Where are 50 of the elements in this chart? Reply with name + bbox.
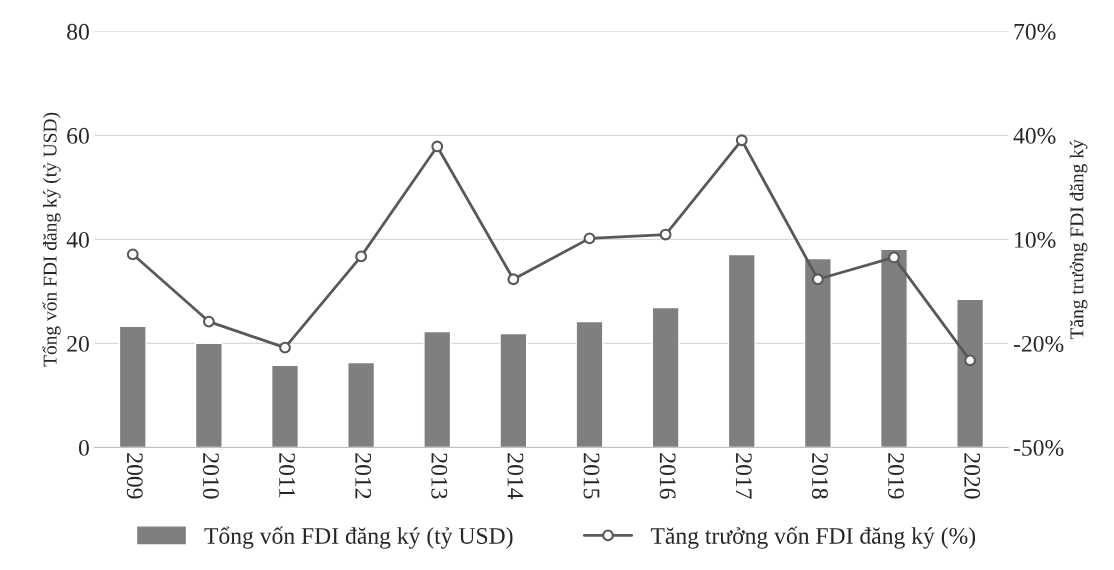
- point: [659, 228, 672, 241]
- point: [355, 250, 368, 263]
- y-tick-label: 20: [67, 335, 89, 352]
- x-tick-label: 2009: [126, 453, 143, 499]
- y2-tick-label: 70%: [1014, 23, 1056, 40]
- bar: [575, 320, 604, 448]
- x-tick-label: 2018: [811, 453, 828, 499]
- bar: [423, 330, 452, 448]
- y2-tick-label: 10%: [1015, 231, 1056, 248]
- y-tick-label: 0: [78, 439, 89, 456]
- bar: [499, 332, 528, 448]
- x-tick-label: 2016: [659, 453, 676, 499]
- y-tick-label: 80: [67, 23, 89, 40]
- point: [126, 248, 139, 261]
- point: [431, 140, 444, 153]
- x-tick-label: 2019: [888, 453, 905, 499]
- x-tick-label: 2010: [202, 453, 219, 499]
- x-tick-label: 2011: [279, 453, 296, 498]
- x-tick-label: 2013: [431, 453, 448, 499]
- bar: [118, 325, 147, 448]
- bar: [194, 342, 223, 448]
- bar: [347, 361, 376, 448]
- bar: [651, 306, 680, 448]
- point: [583, 232, 596, 245]
- y-axis-title: Tổng vốn FDI đăng ký (tỷ USD): [42, 112, 61, 367]
- point: [964, 354, 977, 367]
- point: [811, 273, 824, 286]
- y2-tick-label: 40%: [1013, 127, 1056, 144]
- x-tick-label: 2017: [735, 453, 752, 499]
- point: [202, 315, 215, 328]
- y2-tick-label: -50%: [1013, 439, 1064, 456]
- y-tick-label: 40: [66, 231, 89, 248]
- legend-label: Tổng vốn FDI đăng ký (tỷ USD): [204, 526, 513, 549]
- y2-axis-title: Tăng trưởng FDI đăng ký: [1069, 139, 1088, 340]
- bar: [270, 364, 300, 448]
- x-tick-label: 2014: [507, 453, 524, 500]
- bar: [803, 257, 832, 448]
- point: [888, 251, 900, 264]
- point: [507, 273, 520, 286]
- bar: [727, 253, 756, 448]
- y-tick-label: 60: [67, 127, 89, 144]
- x-tick-label: 2020: [964, 453, 981, 499]
- bar: [956, 298, 985, 448]
- legend-label: Tăng trưởng vốn FDI đăng ký (%): [650, 526, 976, 549]
- point: [279, 341, 291, 354]
- bar: [879, 248, 909, 448]
- x-tick-label: 2012: [355, 453, 372, 499]
- point: [735, 134, 748, 147]
- x-tick-label: 2015: [583, 453, 600, 499]
- y2-tick-label: -20%: [1013, 335, 1064, 352]
